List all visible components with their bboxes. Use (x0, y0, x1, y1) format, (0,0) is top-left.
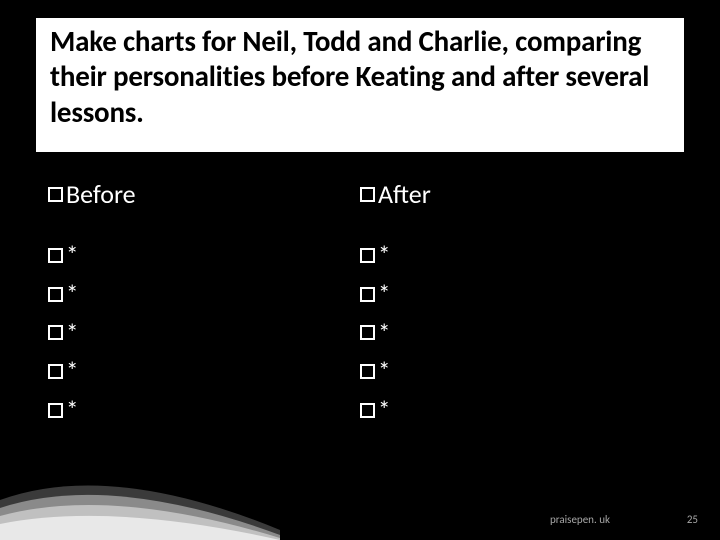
list-item-text: * (66, 314, 78, 353)
content-columns: Before * * * * * After * (48, 178, 672, 430)
list-item-text: * (378, 236, 390, 275)
after-column: After * * * * * (360, 178, 672, 430)
page-number: 25 (687, 513, 698, 526)
square-bullet-icon (48, 287, 63, 302)
slide-title: Make charts for Neil, Todd and Charlie, … (50, 24, 670, 130)
square-bullet-icon (48, 325, 63, 340)
list-item: * (48, 391, 360, 430)
square-bullet-icon (48, 187, 63, 202)
list-item-text: * (378, 352, 390, 391)
list-item-text: * (66, 352, 78, 391)
square-bullet-icon (360, 325, 375, 340)
square-bullet-icon (360, 187, 375, 202)
swoosh-layer (0, 495, 280, 540)
before-header: Before (48, 178, 360, 210)
swoosh-layer (0, 505, 280, 540)
list-item-text: * (378, 391, 390, 430)
list-item-text: * (66, 275, 78, 314)
square-bullet-icon (48, 248, 63, 263)
footer-brand: praisepen. uk (550, 513, 610, 526)
swoosh-decoration-icon (0, 450, 280, 540)
square-bullet-icon (48, 364, 63, 379)
list-item: * (48, 236, 360, 275)
list-item: * (360, 236, 672, 275)
list-item: * (360, 314, 672, 353)
before-column: Before * * * * * (48, 178, 360, 430)
list-item: * (360, 391, 672, 430)
after-header: After (360, 178, 672, 210)
list-item-text: * (66, 236, 78, 275)
list-item: * (48, 314, 360, 353)
list-item: * (360, 352, 672, 391)
square-bullet-icon (360, 287, 375, 302)
square-bullet-icon (360, 403, 375, 418)
title-box: Make charts for Neil, Todd and Charlie, … (36, 18, 684, 152)
swoosh-layer (0, 516, 280, 540)
swoosh-layer (0, 485, 280, 540)
square-bullet-icon (360, 364, 375, 379)
list-item-text: * (66, 391, 78, 430)
list-item-text: * (378, 275, 390, 314)
list-item: * (48, 275, 360, 314)
after-header-text: After (378, 178, 431, 210)
before-header-text: Before (66, 178, 136, 210)
square-bullet-icon (360, 248, 375, 263)
list-item-text: * (378, 314, 390, 353)
list-item: * (48, 352, 360, 391)
list-item: * (360, 275, 672, 314)
square-bullet-icon (48, 403, 63, 418)
